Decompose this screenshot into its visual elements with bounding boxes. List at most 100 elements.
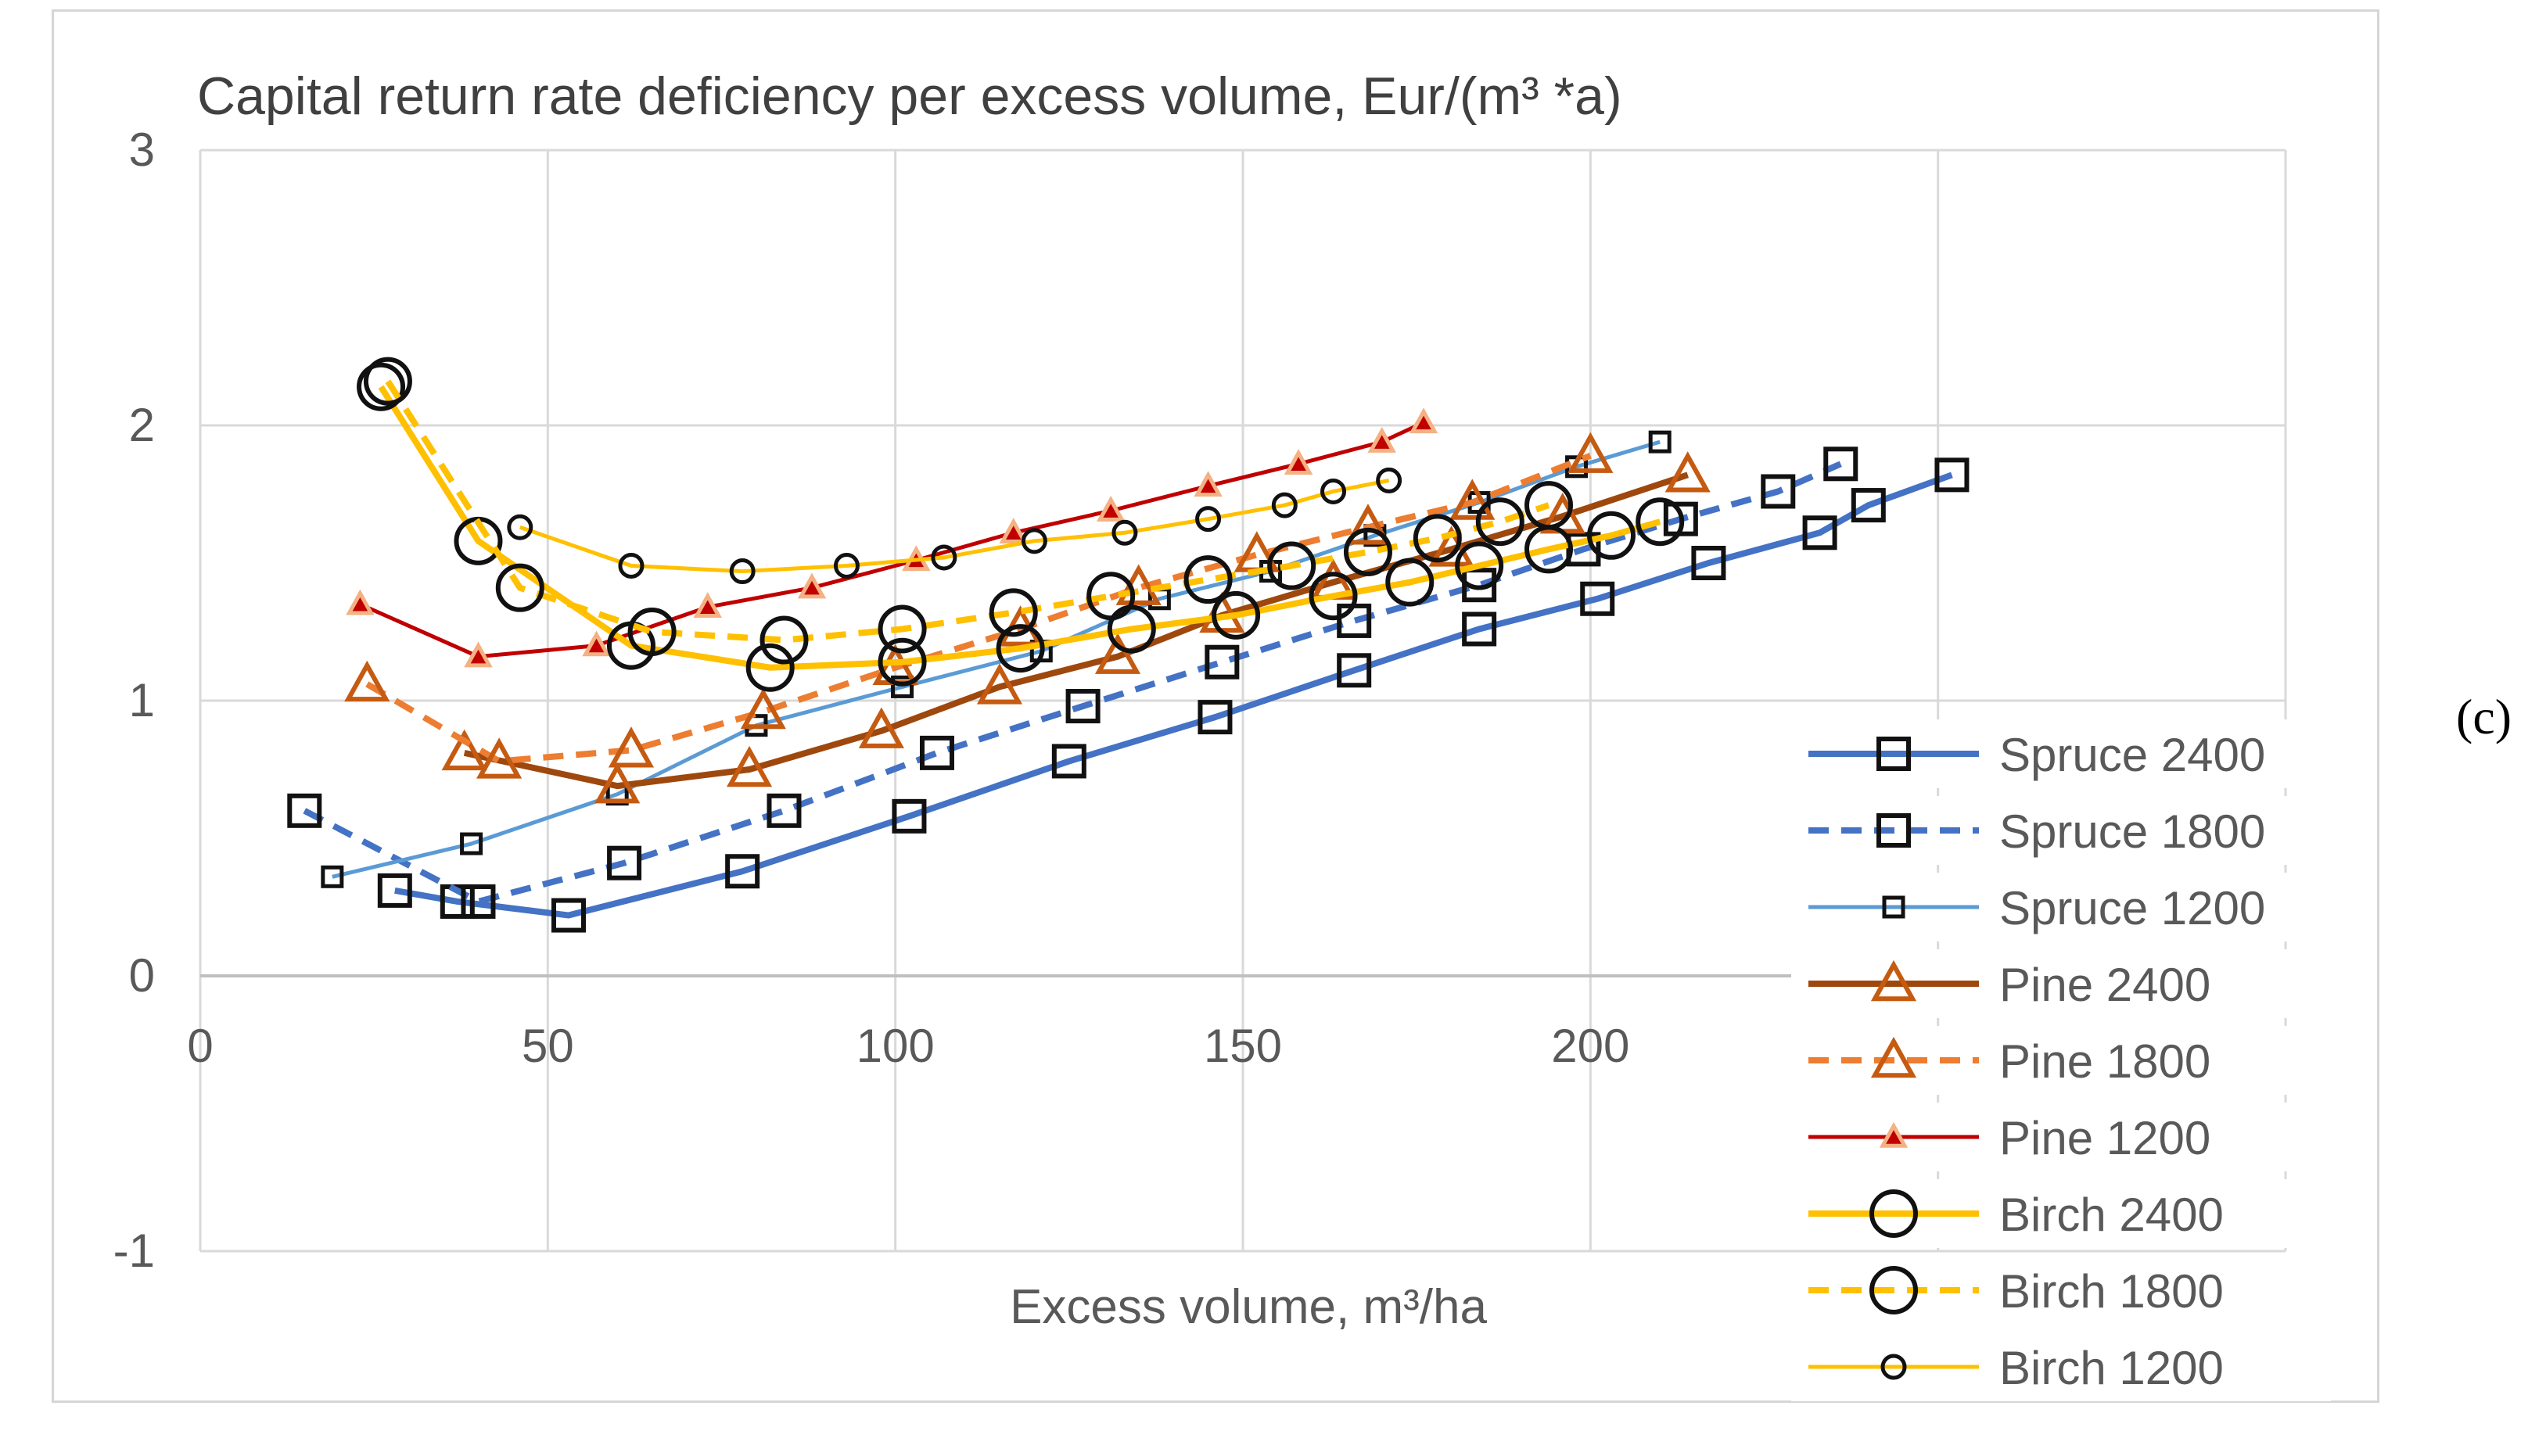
data-point: [726, 745, 773, 787]
data-point: [1021, 528, 1047, 554]
data-point: [1212, 590, 1261, 640]
data-point: [1664, 451, 1711, 493]
legend-label: Birch 1800: [1999, 1265, 2224, 1318]
data-point: [989, 588, 1038, 637]
data-point: [1320, 478, 1347, 504]
data-point: [1409, 407, 1438, 434]
series-line: [394, 472, 1953, 919]
data-point: [321, 865, 344, 888]
x-axis-label: Excess volume, m³/ha: [1010, 1280, 1487, 1334]
data-point: [878, 637, 927, 687]
legend-marker: [1879, 1121, 1909, 1148]
legend-item: Spruce 1800: [1791, 796, 2331, 865]
y-tick-label: 2: [129, 399, 155, 451]
data-point: [1455, 541, 1504, 590]
legend-marker: [1876, 737, 1911, 771]
x-tick-label: 200: [1551, 1020, 1629, 1072]
data-point: [1284, 449, 1313, 475]
legend-item: Pine 2400: [1791, 949, 2331, 1018]
data-point: [729, 558, 756, 585]
data-point: [1367, 426, 1396, 453]
data-point: [1267, 541, 1316, 590]
data-point: [346, 589, 375, 615]
data-point: [1851, 488, 1886, 523]
data-point: [1385, 558, 1435, 607]
data-point: [996, 624, 1045, 673]
legend-label: Birch 1200: [1999, 1342, 2224, 1394]
chart-frame: [52, 9, 2379, 1403]
data-point: [1051, 744, 1086, 779]
data-point: [759, 615, 809, 665]
data-point: [344, 660, 390, 702]
legend-marker: [1880, 1354, 1907, 1380]
legend-label: Spruce 2400: [1999, 729, 2265, 781]
data-point: [1271, 492, 1298, 518]
data-point: [725, 854, 760, 889]
legend-item: Birch 2400: [1791, 1179, 2331, 1248]
legend: Spruce 2400 Spruce 1800 Spruce 1200 Pine 24…: [1791, 719, 2331, 1401]
series-line: [359, 421, 1425, 659]
data-point: [1761, 474, 1796, 509]
data-point: [1580, 581, 1615, 616]
data-point: [1198, 700, 1233, 735]
series-spruce-2400: [377, 457, 1970, 933]
data-point: [608, 726, 655, 768]
y-tick-label: -1: [113, 1225, 155, 1277]
series-birch-1800: [363, 357, 1574, 665]
legend-item: Birch 1800: [1791, 1256, 2331, 1325]
data-point: [999, 518, 1028, 543]
data-point: [1524, 481, 1574, 530]
legend-label: Spruce 1200: [1999, 882, 2265, 934]
legend-marker: [1870, 1036, 1917, 1078]
data-point: [1065, 689, 1101, 724]
y-tick-label: 3: [129, 124, 155, 176]
data-point: [627, 608, 677, 656]
y-tick-label: 0: [129, 949, 155, 1002]
data-point: [357, 362, 406, 411]
data-point: [1183, 555, 1233, 604]
legend-marker: [1882, 895, 1905, 919]
data-point: [618, 553, 645, 579]
series-birch-1200: [507, 467, 1402, 585]
legend-marker: [1869, 1189, 1918, 1238]
data-point: [377, 873, 412, 908]
data-point: [495, 563, 544, 612]
legend-label: Pine 1800: [1999, 1035, 2210, 1088]
x-tick-label: 100: [856, 1020, 935, 1072]
data-point: [1094, 633, 1141, 674]
data-point: [1462, 611, 1497, 647]
legend-item: Spruce 2400: [1791, 719, 2331, 788]
series-line: [519, 478, 1390, 574]
legend-item: Pine 1200: [1791, 1103, 2331, 1171]
series-line: [303, 461, 1842, 905]
data-point: [507, 514, 533, 540]
data-point: [1413, 514, 1462, 563]
data-point: [1111, 519, 1138, 546]
data-point: [363, 357, 412, 406]
data-point: [464, 641, 493, 668]
data-point: [931, 544, 957, 571]
data-point: [878, 604, 927, 654]
data-point: [1567, 432, 1614, 473]
legend-item: Birch 1200: [1791, 1332, 2331, 1401]
legend-marker: [1870, 959, 1917, 1002]
data-point: [460, 832, 483, 855]
data-point: [892, 798, 927, 834]
data-point: [797, 572, 827, 599]
data-point: [476, 737, 522, 779]
legend-label: Spruce 1800: [1999, 805, 2265, 858]
data-point: [1586, 511, 1636, 560]
data-point: [1449, 479, 1496, 520]
data-point: [919, 735, 954, 770]
data-point: [440, 884, 475, 919]
data-point: [1428, 525, 1474, 567]
data-point: [1345, 504, 1392, 545]
data-point: [287, 793, 322, 828]
y-tick-label: 1: [129, 674, 155, 726]
data-point: [1636, 497, 1685, 547]
data-point: [1309, 572, 1358, 621]
data-point: [582, 630, 611, 657]
data-point: [858, 707, 904, 748]
data-point: [740, 687, 786, 730]
